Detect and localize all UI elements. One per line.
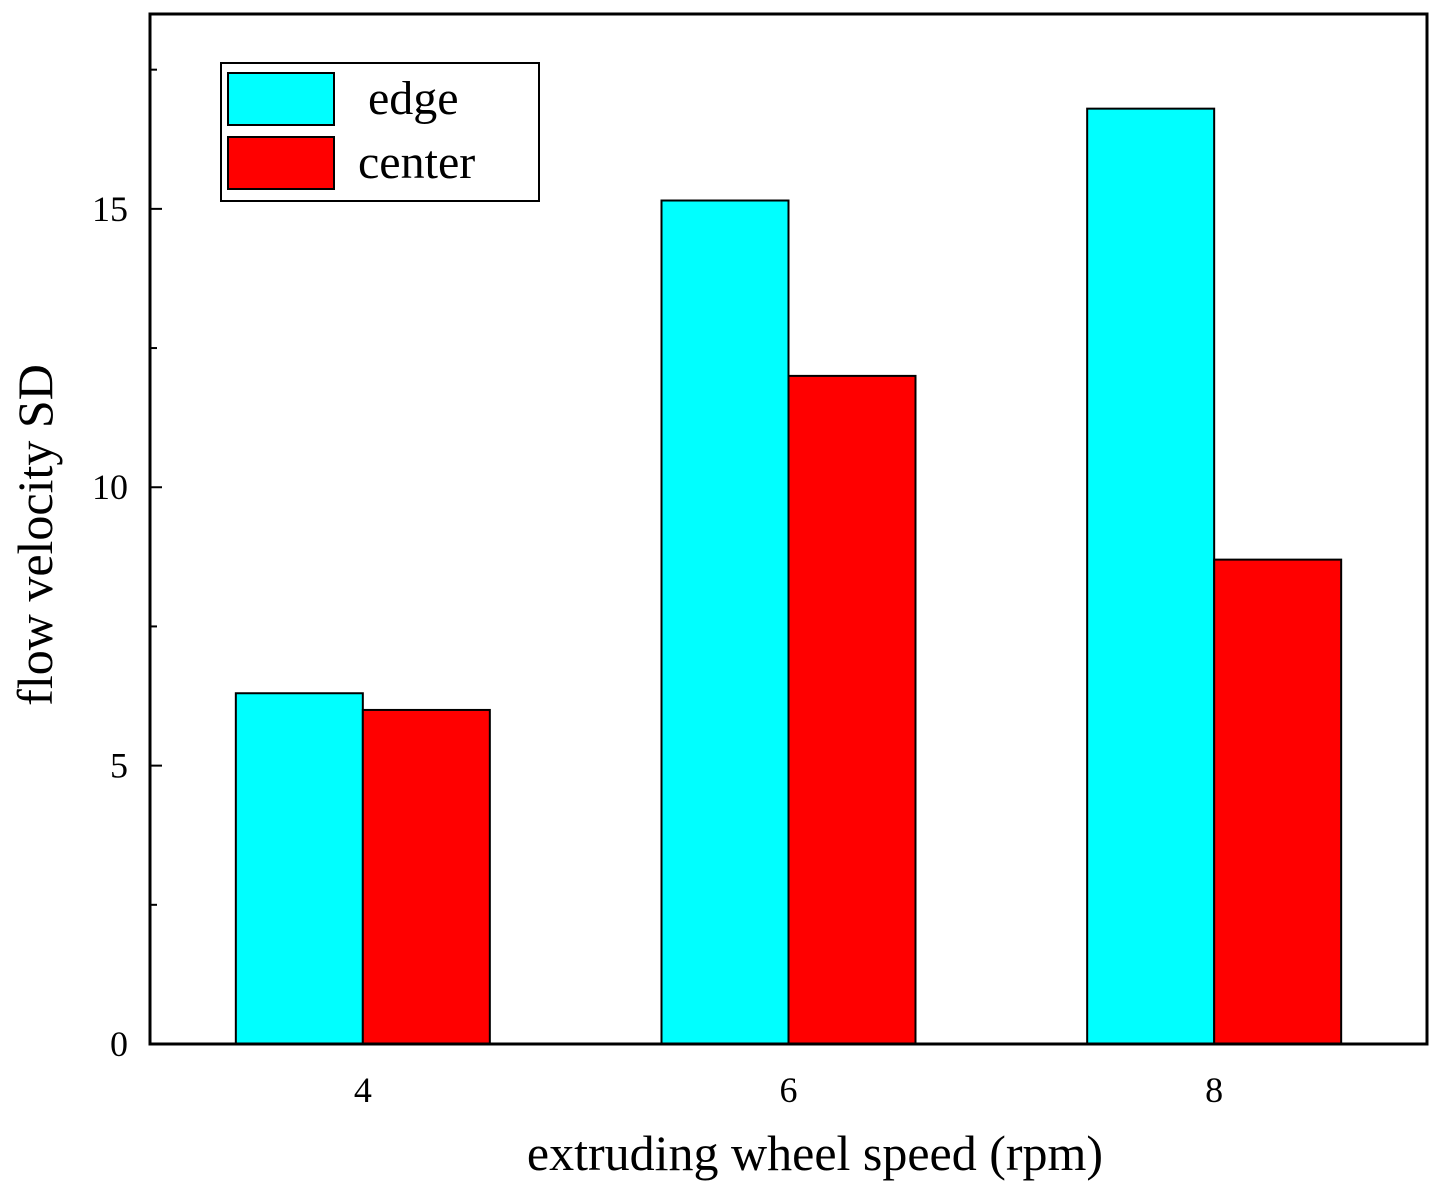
legend-label-center: center — [358, 136, 475, 189]
bar-center-4 — [361, 708, 491, 1045]
x-tick-label: 4 — [354, 1070, 372, 1110]
y-axis-title: flow velocity SD — [7, 364, 63, 706]
y-tick-label: 5 — [110, 746, 128, 786]
legend-swatch-edge — [227, 72, 335, 126]
x-tick-label: 8 — [1205, 1070, 1223, 1110]
bar-edge-8 — [1086, 107, 1216, 1046]
y-axis: 0 5 10 15 — [92, 68, 162, 1064]
bar-edge-4 — [234, 692, 364, 1045]
y-tick-label: 10 — [92, 467, 128, 507]
legend-label-edge: edge — [368, 72, 459, 125]
x-tick-label: 6 — [780, 1070, 798, 1110]
bar-center-6 — [787, 374, 917, 1045]
x-axis-title: extruding wheel speed (rpm) — [527, 1125, 1103, 1181]
legend: edge center — [220, 62, 540, 202]
y-tick-label: 0 — [110, 1024, 128, 1064]
bars-group — [234, 107, 1343, 1046]
bar-center-8 — [1213, 558, 1343, 1046]
legend-swatch-center — [227, 136, 335, 190]
bar-edge-6 — [660, 199, 790, 1046]
y-tick-label: 15 — [92, 189, 128, 229]
x-axis: 4 6 8 — [354, 1070, 1223, 1110]
plot-frame — [148, 12, 1429, 1046]
